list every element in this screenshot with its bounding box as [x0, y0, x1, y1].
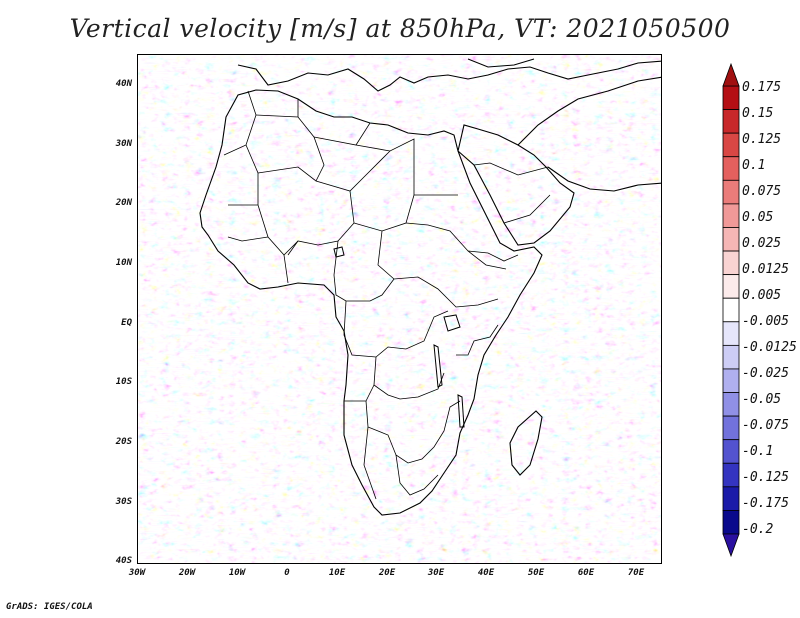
lat-label: 40N — [115, 79, 132, 89]
colorbar-box — [722, 203, 740, 228]
lat-label: 30S — [115, 497, 132, 507]
colorbar-label: 0.025 — [742, 236, 782, 251]
lake-chad — [333, 246, 345, 258]
madagascar-coastline — [509, 410, 543, 476]
colorbar-box — [722, 486, 740, 511]
colorbar-box — [722, 156, 740, 181]
colorbar-boxes — [722, 85, 740, 535]
colorbar-label: -0.125 — [742, 470, 789, 485]
lat-label: 40S — [115, 556, 132, 566]
lon-label: 20E — [378, 568, 396, 578]
colorbar-label: 0.075 — [742, 184, 782, 199]
lat-label: 20S — [115, 437, 132, 447]
colorbar-label: 0.15 — [742, 106, 774, 121]
colorbar-box — [722, 274, 740, 299]
colorbar-box — [722, 510, 740, 535]
colorbar-box — [722, 368, 740, 393]
colorbar-label: 0.0125 — [742, 262, 789, 277]
europe-coastline — [237, 60, 661, 92]
colorbar-label: 0.175 — [742, 80, 782, 95]
colorbar-label: -0.005 — [742, 314, 789, 329]
colorbar-box — [722, 392, 740, 417]
lon-label: 10E — [328, 568, 346, 578]
lat-label: 30N — [115, 139, 132, 149]
colorbar-label: -0.0125 — [742, 340, 797, 355]
colorbar-box — [722, 297, 740, 323]
colorbar-label: 0.005 — [742, 288, 782, 303]
lat-label: 10N — [115, 258, 132, 268]
velocity-field-map — [138, 55, 661, 563]
velocity-streaks — [138, 55, 661, 563]
colorbar-box — [722, 85, 740, 110]
black-sea-coastline — [467, 58, 535, 68]
country-borders — [223, 90, 551, 500]
lat-label: EQ — [121, 318, 132, 328]
colorbar-label: 0.1 — [742, 158, 766, 173]
colorbar-box — [722, 462, 740, 488]
lat-label: 10S — [115, 377, 132, 387]
lake-victoria — [443, 314, 461, 332]
map-panel[interactable] — [137, 54, 662, 564]
colorbar-box — [722, 227, 740, 252]
colorbar — [722, 62, 740, 558]
colorbar-box — [722, 439, 740, 464]
lon-label: 30E — [427, 568, 445, 578]
lon-label: 40E — [477, 568, 495, 578]
map-title: Vertical velocity [m/s] at 850hPa, VT: 2… — [69, 14, 731, 43]
lon-label: 60E — [577, 568, 595, 578]
colorbar-label: -0.05 — [742, 392, 782, 407]
colorbar-box — [722, 179, 740, 205]
arabia-coastline — [457, 124, 575, 246]
lake-tanganyika — [433, 344, 443, 388]
colorbar-label: 0.125 — [742, 132, 782, 147]
lon-label: 50E — [527, 568, 545, 578]
lon-label: 70E — [627, 568, 645, 578]
colorbar-box — [722, 415, 740, 441]
lat-label: 20N — [115, 198, 132, 208]
colorbar-label: -0.1 — [742, 444, 774, 459]
colorbar-top-arrow — [722, 62, 740, 87]
colorbar-label: -0.2 — [742, 522, 774, 537]
lake-malawi — [457, 394, 465, 428]
colorbar-label: 0.05 — [742, 210, 774, 225]
lon-label: 10W — [228, 568, 246, 578]
africa-coastline — [199, 89, 543, 516]
colorbar-label: -0.075 — [742, 418, 789, 433]
lon-label: 20W — [178, 568, 196, 578]
lon-label: 0 — [284, 568, 290, 578]
colorbar-box — [722, 109, 740, 134]
colorbar-label: -0.175 — [742, 496, 789, 511]
colorbar-bottom-arrow — [722, 533, 740, 558]
colorbar-label: -0.025 — [742, 366, 789, 381]
colorbar-box — [722, 321, 740, 346]
colorbar-box — [722, 132, 740, 158]
colorbar-box — [722, 250, 740, 276]
colorbar-box — [722, 344, 740, 370]
lon-label: 30W — [128, 568, 146, 578]
asia-coastline — [517, 76, 661, 192]
grads-credit: GrADS: IGES/COLA — [6, 602, 93, 612]
